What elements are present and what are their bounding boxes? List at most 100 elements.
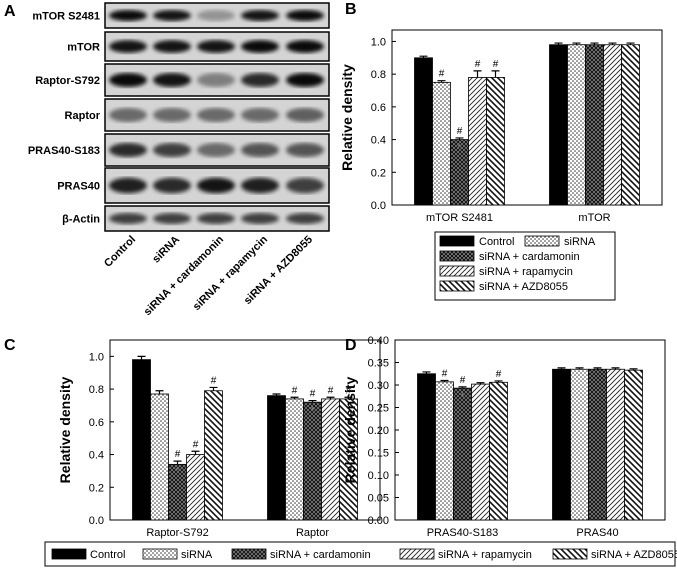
- legend-label: siRNA + AZD8055: [591, 549, 677, 561]
- error-bar: [554, 42, 563, 45]
- legend-swatch: [231, 548, 267, 560]
- lane-label: Control: [102, 234, 138, 270]
- bar: [414, 57, 433, 206]
- error-bar: [173, 460, 182, 465]
- blot-band: [153, 40, 191, 53]
- y-tick-label: 0.8: [89, 384, 104, 396]
- x-tick-label: Raptor-S792: [146, 527, 208, 539]
- error-bar: [344, 396, 353, 399]
- significance-mark: #: [211, 375, 217, 386]
- bar: [432, 81, 451, 206]
- y-tick-label: 0.0: [371, 200, 386, 212]
- significance-mark: *: [457, 141, 462, 155]
- lane-label: siRNA + cardamonin: [142, 233, 227, 318]
- blot-band: [109, 40, 147, 53]
- bar: [606, 368, 625, 521]
- bar: [621, 44, 640, 206]
- panel-letter: B: [345, 1, 357, 18]
- y-tick-label: 0.20: [368, 425, 389, 437]
- error-bar: [491, 70, 500, 78]
- bar: [204, 390, 223, 521]
- blot-band: [109, 107, 147, 123]
- error-bar: [626, 42, 635, 45]
- legend-label: siRNA + cardamonin: [479, 251, 580, 263]
- bar: [549, 44, 568, 206]
- blot-band: [197, 213, 235, 224]
- blot-band: [286, 107, 324, 123]
- error-bar: [575, 367, 584, 370]
- y-tick-label: 0.40: [368, 335, 389, 347]
- legend-swatch: [51, 548, 87, 560]
- blot-band: [286, 10, 324, 21]
- significance-mark: #: [475, 59, 481, 70]
- blot-band: [286, 177, 324, 194]
- error-bar: [473, 70, 482, 78]
- error-bar: [272, 393, 281, 396]
- bar: [570, 368, 589, 521]
- blot-band: [197, 10, 235, 21]
- blot-band: [197, 177, 235, 194]
- bar-chart: D 0.00 0.05 0.10 0.15 0.20 0.25 0.30 0.35 0.40 Rel…: [342, 335, 666, 539]
- bar: [267, 395, 286, 521]
- significance-mark: *: [460, 390, 465, 404]
- legend-swatch: [399, 548, 435, 560]
- significance-mark: #: [460, 375, 466, 386]
- y-tick-label: 0.4: [371, 135, 386, 147]
- blot-band: [109, 213, 147, 224]
- legend-label: Control: [90, 549, 125, 561]
- blot-band: [109, 10, 147, 21]
- blot-band: [241, 10, 279, 21]
- significance-mark: *: [310, 404, 315, 418]
- bar: [435, 381, 454, 521]
- significance-mark: #: [346, 385, 352, 396]
- error-bar: [326, 396, 335, 399]
- bar: [321, 398, 340, 521]
- legend-label: siRNA: [181, 549, 213, 561]
- y-tick-label: 0.00: [368, 515, 389, 527]
- blot-band: [153, 72, 191, 88]
- blot-band: [197, 142, 235, 158]
- blot-band: [241, 213, 279, 224]
- bar: [624, 369, 643, 521]
- blot-row-label: PRAS40: [57, 181, 100, 193]
- blot-band: [241, 177, 279, 194]
- x-tick-label: mTOR S2481: [426, 212, 493, 224]
- legend-swatch: [439, 235, 475, 247]
- charts: B 0.0 0.2 0.4 0.6 0.8 1.0 Relative density mTOR …: [4, 1, 677, 567]
- legend-label: siRNA + cardamonin: [270, 549, 371, 561]
- y-tick-label: 0.05: [368, 493, 389, 505]
- bar: [585, 44, 604, 206]
- panel-letter: D: [345, 337, 357, 354]
- bar: [453, 387, 472, 521]
- legend: Control siRNA siRNA + cardamonin siRNA + ra…: [434, 231, 616, 301]
- x-tick-label: Raptor: [296, 527, 329, 539]
- y-tick-label: 0.8: [371, 69, 386, 81]
- x-tick-label: PRAS40-S183: [427, 527, 499, 539]
- error-bar: [572, 42, 581, 45]
- error-bar: [419, 55, 428, 58]
- bar: [132, 359, 151, 521]
- blot-band: [197, 72, 235, 88]
- error-bar: [590, 42, 599, 45]
- y-tick-label: 0.25: [368, 403, 389, 415]
- blot-row-label: Raptor-S792: [35, 75, 100, 87]
- bar: [603, 44, 622, 206]
- error-bar: [290, 396, 299, 399]
- legend-swatch: [142, 548, 178, 560]
- blot-band: [286, 40, 324, 53]
- error-bar: [611, 367, 620, 370]
- y-tick-label: 0.4: [89, 450, 104, 462]
- bar: [489, 381, 508, 521]
- significance-mark: #: [328, 385, 334, 396]
- error-bar: [137, 355, 146, 360]
- legend-label: Control: [479, 236, 514, 248]
- blot-band: [241, 107, 279, 123]
- blot-band: [109, 177, 147, 194]
- plot-frame: [391, 29, 663, 206]
- error-bar: [191, 450, 200, 455]
- y-tick-label: 0.2: [371, 167, 386, 179]
- bar: [588, 368, 607, 521]
- bar-chart: B 0.0 0.2 0.4 0.6 0.8 1.0 Relative density mTOR …: [339, 1, 663, 301]
